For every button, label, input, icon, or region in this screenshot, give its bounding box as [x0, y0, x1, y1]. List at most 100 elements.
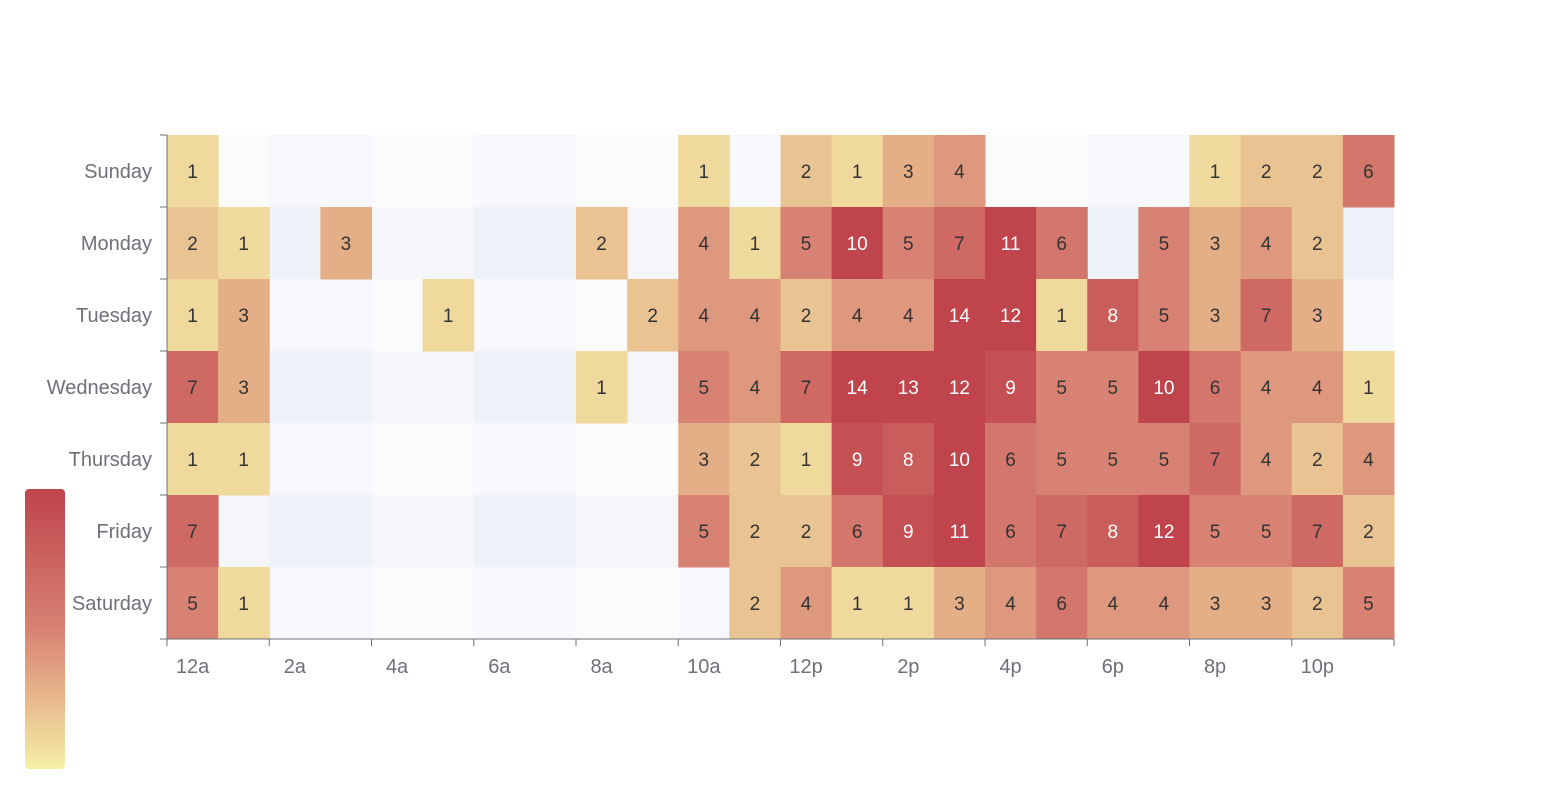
- heatmap-cell[interactable]: [1189, 351, 1242, 424]
- heatmap-cell[interactable]: [678, 135, 730, 208]
- heatmap-cell[interactable]: [831, 495, 884, 568]
- heatmap-cell[interactable]: [167, 135, 219, 208]
- heatmap-cell[interactable]: [1189, 423, 1242, 496]
- heatmap-cell[interactable]: [1087, 423, 1139, 496]
- heatmap-cell[interactable]: [167, 351, 219, 424]
- heatmap-cell[interactable]: [1240, 567, 1293, 640]
- heatmap-cell[interactable]: [1138, 567, 1190, 640]
- heatmap-cell[interactable]: [780, 495, 833, 568]
- heatmap-cell[interactable]: [882, 567, 935, 640]
- heatmap-cell[interactable]: [729, 423, 781, 496]
- heatmap-cell[interactable]: [780, 423, 833, 496]
- heatmap-cell[interactable]: [1240, 207, 1293, 280]
- heatmap-cell[interactable]: [1138, 423, 1190, 496]
- heatmap-cell[interactable]: [167, 495, 219, 568]
- heatmap-cell[interactable]: [780, 567, 833, 640]
- heatmap-cell[interactable]: [831, 423, 884, 496]
- heatmap-cell[interactable]: [1036, 423, 1088, 496]
- heatmap-cell[interactable]: [1087, 495, 1139, 568]
- heatmap-cell[interactable]: [831, 279, 884, 352]
- heatmap-cell[interactable]: [167, 279, 219, 352]
- visual-map-slider[interactable]: [25, 489, 65, 769]
- heatmap-cell[interactable]: [1138, 351, 1190, 424]
- heatmap-cell[interactable]: [882, 135, 935, 208]
- heatmap-cell[interactable]: [985, 351, 1037, 424]
- heatmap-cell[interactable]: [1291, 207, 1344, 280]
- heatmap-cell[interactable]: [1138, 279, 1190, 352]
- heatmap-cell[interactable]: [1291, 279, 1344, 352]
- heatmap-cell[interactable]: [831, 351, 884, 424]
- heatmap-cell[interactable]: [1240, 351, 1293, 424]
- heatmap-cell[interactable]: [1291, 423, 1344, 496]
- heatmap-cell[interactable]: [729, 495, 781, 568]
- heatmap-cell[interactable]: [1291, 135, 1344, 208]
- heatmap-cell[interactable]: [1036, 351, 1088, 424]
- heatmap-cell[interactable]: [933, 567, 986, 640]
- heatmap-cell[interactable]: [729, 567, 781, 640]
- heatmap-cell[interactable]: [882, 351, 935, 424]
- heatmap-cell[interactable]: [933, 207, 986, 280]
- heatmap-cell[interactable]: [729, 279, 781, 352]
- heatmap-cell[interactable]: [678, 351, 730, 424]
- heatmap-cell[interactable]: [218, 567, 270, 640]
- heatmap-cell[interactable]: [218, 423, 270, 496]
- heatmap-cell[interactable]: [985, 207, 1037, 280]
- heatmap-cell[interactable]: [882, 423, 935, 496]
- heatmap-cell[interactable]: [1087, 567, 1139, 640]
- heatmap-cell[interactable]: [1189, 495, 1242, 568]
- heatmap-cell[interactable]: [933, 495, 986, 568]
- heatmap-cell[interactable]: [1342, 423, 1395, 496]
- heatmap-cell[interactable]: [1138, 207, 1190, 280]
- heatmap-cell[interactable]: [780, 207, 833, 280]
- heatmap-cell[interactable]: [1342, 135, 1395, 208]
- heatmap-cell[interactable]: [1189, 135, 1242, 208]
- heatmap-cell[interactable]: [1342, 567, 1395, 640]
- heatmap-cell[interactable]: [422, 279, 475, 352]
- heatmap-cell[interactable]: [1087, 279, 1139, 352]
- heatmap-cell[interactable]: [1138, 495, 1190, 568]
- heatmap-cell[interactable]: [780, 279, 833, 352]
- heatmap-cell[interactable]: [218, 279, 270, 352]
- heatmap-cell[interactable]: [1291, 495, 1344, 568]
- heatmap-cell[interactable]: [218, 207, 270, 280]
- heatmap-cell[interactable]: [882, 207, 935, 280]
- heatmap-cell[interactable]: [1036, 207, 1088, 280]
- heatmap-cell[interactable]: [627, 279, 679, 352]
- heatmap-cell[interactable]: [985, 423, 1037, 496]
- heatmap-cell[interactable]: [985, 567, 1037, 640]
- heatmap-cell[interactable]: [1342, 495, 1395, 568]
- heatmap-cell[interactable]: [167, 207, 219, 280]
- heatmap-cell[interactable]: [678, 207, 730, 280]
- heatmap-cell[interactable]: [1240, 495, 1293, 568]
- heatmap-cell[interactable]: [882, 495, 935, 568]
- heatmap-cell[interactable]: [678, 423, 730, 496]
- heatmap-cell[interactable]: [831, 567, 884, 640]
- heatmap-cell[interactable]: [933, 135, 986, 208]
- heatmap-cell[interactable]: [1291, 351, 1344, 424]
- heatmap-cell[interactable]: [678, 495, 730, 568]
- heatmap-cell[interactable]: [933, 351, 986, 424]
- heatmap-cell[interactable]: [167, 423, 219, 496]
- heatmap-cell[interactable]: [985, 495, 1037, 568]
- heatmap-cell[interactable]: [780, 135, 833, 208]
- heatmap-cell[interactable]: [1240, 423, 1293, 496]
- heatmap-cell[interactable]: [1189, 207, 1242, 280]
- heatmap-cell[interactable]: [831, 207, 884, 280]
- heatmap-cell[interactable]: [1240, 135, 1293, 208]
- heatmap-cell[interactable]: [320, 207, 372, 280]
- heatmap-cell[interactable]: [1342, 351, 1395, 424]
- heatmap-cell[interactable]: [1291, 567, 1344, 640]
- heatmap-cell[interactable]: [831, 135, 884, 208]
- heatmap-cell[interactable]: [576, 351, 628, 424]
- heatmap-cell[interactable]: [985, 279, 1037, 352]
- heatmap-cell[interactable]: [729, 207, 781, 280]
- heatmap-cell[interactable]: [218, 351, 270, 424]
- heatmap-cell[interactable]: [1087, 351, 1139, 424]
- heatmap-cell[interactable]: [576, 207, 628, 280]
- heatmap-cell[interactable]: [933, 279, 986, 352]
- heatmap-cell[interactable]: [729, 351, 781, 424]
- heatmap-cell[interactable]: [933, 423, 986, 496]
- heatmap-cell[interactable]: [678, 279, 730, 352]
- heatmap-cell[interactable]: [1036, 567, 1088, 640]
- heatmap-cell[interactable]: [1240, 279, 1293, 352]
